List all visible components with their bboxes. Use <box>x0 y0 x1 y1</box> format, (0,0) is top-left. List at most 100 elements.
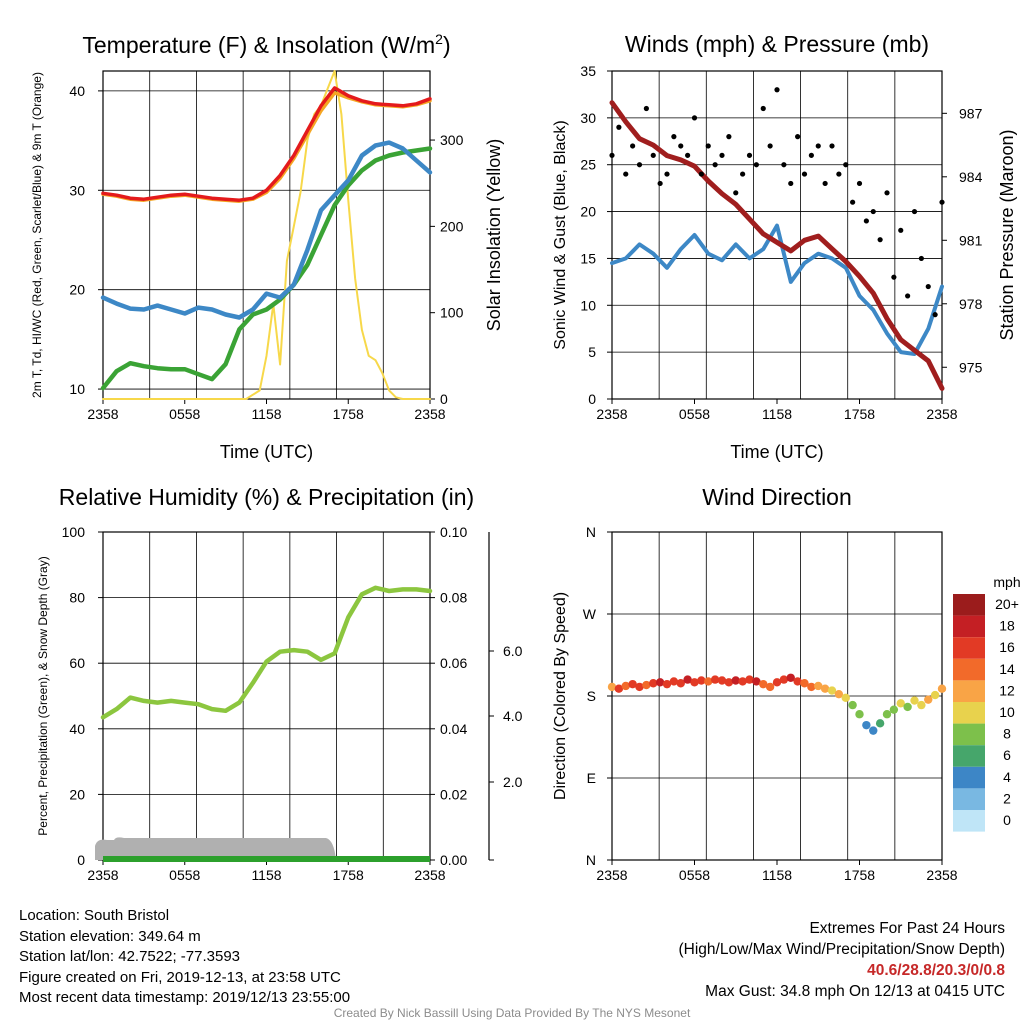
legend-swatch <box>953 658 985 681</box>
legend-swatch <box>953 766 985 789</box>
gust-point <box>863 218 869 224</box>
gust-point <box>685 152 691 158</box>
direction-point <box>896 699 905 708</box>
gust-point <box>636 162 643 168</box>
latlon-text: Station lat/lon: 42.7522; -77.3593 <box>19 948 241 965</box>
direction-point <box>710 675 720 684</box>
direction-tick-label: N <box>586 524 596 540</box>
gust-point <box>815 143 821 149</box>
direction-tick-label: N <box>586 852 596 868</box>
gust-point <box>891 274 897 280</box>
gust-point <box>767 143 773 149</box>
direction-point <box>827 686 837 695</box>
panel-title: Wind Direction <box>702 484 852 510</box>
direction-point <box>889 705 899 714</box>
legend-swatch <box>953 594 985 616</box>
panel-title: Relative Humidity (%) & Precipitation (i… <box>59 484 474 510</box>
y-axis-label: Percent, Precipitation (Green), & Snow D… <box>36 556 50 835</box>
y-tick-right-label: 0.06 <box>440 655 467 671</box>
direction-tick-label: S <box>587 688 596 704</box>
direction-point <box>855 710 864 719</box>
gust-point <box>843 162 849 168</box>
direction-point <box>793 677 802 686</box>
gust-point <box>616 124 622 130</box>
gust-point <box>726 134 732 140</box>
legend-title: mph <box>993 574 1020 590</box>
direction-point <box>642 680 651 690</box>
gust-point <box>630 143 636 149</box>
x-tick-label: 1158 <box>762 867 792 883</box>
extremes-box: Extremes For Past 24 Hours (High/Low/Max… <box>679 918 1006 1002</box>
x-tick-label: 1758 <box>844 867 875 883</box>
gust-point <box>774 87 780 93</box>
y-tick-label: 20 <box>580 204 596 220</box>
gust-point <box>801 171 808 177</box>
legend-swatch <box>953 637 985 659</box>
x-tick-label: 2358 <box>414 867 445 883</box>
direction-point <box>731 676 740 685</box>
y-tick-right-label: 984 <box>959 169 983 185</box>
direction-point <box>765 682 775 692</box>
extremes-values: 40.6/28.8/20.3/0/0.8 <box>867 962 1005 979</box>
panel-3 <box>611 531 943 865</box>
legend-label: 16 <box>999 639 1015 655</box>
gust-point <box>925 283 931 290</box>
snow-tick-label: 2.0 <box>503 774 523 790</box>
direction-tick-label: W <box>583 606 597 622</box>
direction-point <box>607 682 617 692</box>
panel-title: Temperature (F) & Insolation (W/m2) <box>82 31 450 58</box>
direction-point <box>745 675 754 684</box>
direction-point <box>752 677 761 686</box>
legend-label: 14 <box>999 661 1015 677</box>
gust-point <box>939 199 945 205</box>
legend-swatch <box>953 745 985 767</box>
temperature-series-line <box>100 140 433 320</box>
y-tick-right-label: 978 <box>959 296 983 312</box>
x-tick-label: 2358 <box>926 406 957 422</box>
gust-point <box>705 143 711 149</box>
legend-swatch <box>953 615 985 638</box>
y-tick-label: 15 <box>580 250 596 266</box>
y-axis-right-label: Solar Insolation (Yellow) <box>484 139 504 331</box>
x-tick-label: 1158 <box>251 406 281 422</box>
direction-point <box>848 700 857 710</box>
x-axis-label: Time (UTC) <box>730 442 823 462</box>
direction-point <box>628 679 637 689</box>
created-text: Figure created on Fri, 2019-12-13, at 23… <box>19 968 341 986</box>
direction-point <box>924 695 933 704</box>
direction-point <box>820 684 830 693</box>
direction-point <box>772 678 782 687</box>
y-tick-right-label: 200 <box>440 218 464 234</box>
y-tick-right-label: 0.04 <box>440 721 467 737</box>
gust-point <box>664 171 670 177</box>
recent-timestamp-text: Most recent data timestamp: 2019/12/13 2… <box>19 989 351 1006</box>
gust-point <box>746 152 753 158</box>
y-tick-right-label: 300 <box>440 132 464 148</box>
direction-point <box>717 676 727 685</box>
gust-point <box>678 143 684 149</box>
insolation-line <box>102 70 431 400</box>
direction-point <box>779 675 789 684</box>
direction-tick-label: E <box>587 770 596 786</box>
x-tick-label: 0558 <box>169 406 200 422</box>
y-axis-label: Direction (Colored By Speed) <box>552 592 569 800</box>
gust-point <box>932 312 938 318</box>
legend-label: 2 <box>1003 790 1011 806</box>
y-axis-label: 2m T, Td, HI/WC (Red, Green, Scarlet/Blu… <box>30 72 44 398</box>
x-tick-label: 1758 <box>333 867 364 883</box>
y-tick-label: 10 <box>69 381 85 397</box>
gust-point <box>911 208 918 215</box>
y-tick-label: 30 <box>580 110 596 126</box>
y-tick-right-label: 100 <box>440 305 464 321</box>
panel-2 <box>102 531 431 865</box>
direction-point <box>669 677 679 686</box>
gust-point <box>795 134 801 140</box>
gust-point <box>609 152 615 158</box>
gust-point <box>698 171 704 177</box>
x-tick-label: 2358 <box>87 406 118 422</box>
y-tick-label: 0 <box>588 391 596 407</box>
x-tick-label: 2358 <box>596 867 627 883</box>
gust-point <box>733 190 739 196</box>
y-tick-label: 40 <box>69 721 85 737</box>
plot-frame <box>102 531 431 861</box>
